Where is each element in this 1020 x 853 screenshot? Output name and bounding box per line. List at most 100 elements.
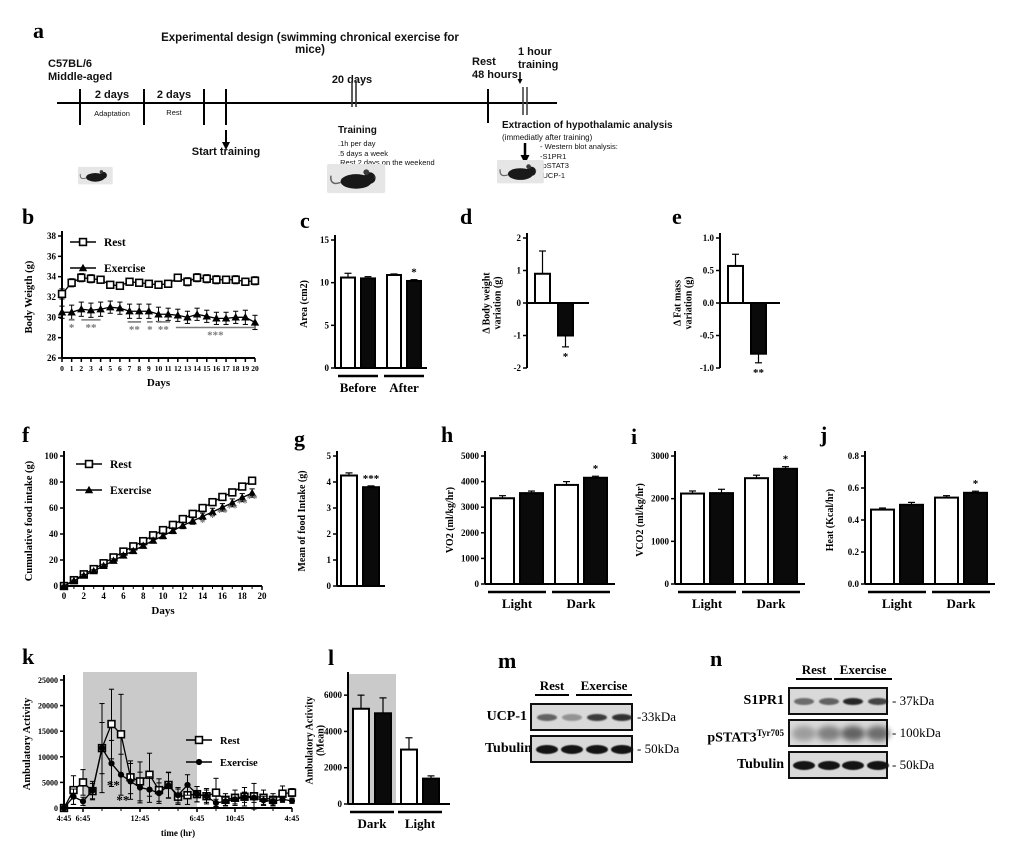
- blot-mw-label: - 50kDa: [637, 741, 680, 756]
- svg-text:1.0: 1.0: [703, 233, 715, 243]
- svg-text:1000: 1000: [461, 553, 480, 563]
- svg-text:Days: Days: [151, 605, 175, 617]
- rest-days-label: 2 days: [156, 89, 192, 101]
- svg-text:16: 16: [213, 364, 221, 373]
- svg-text:Light: Light: [502, 596, 533, 611]
- svg-text:Exercise: Exercise: [220, 758, 258, 769]
- svg-text:20: 20: [251, 364, 259, 373]
- blot-band: [843, 697, 863, 705]
- svg-text:Mean of food Intake (g): Mean of food Intake (g): [297, 470, 308, 571]
- svg-text:**: **: [227, 502, 239, 514]
- svg-text:1: 1: [70, 364, 74, 373]
- svg-text:**: **: [217, 507, 229, 519]
- svg-text:26: 26: [47, 353, 57, 363]
- svg-text:**: **: [116, 792, 129, 807]
- svg-text:time (hr): time (hr): [161, 828, 195, 838]
- svg-text:5000: 5000: [42, 778, 58, 787]
- svg-text:1000: 1000: [651, 536, 670, 546]
- blot-band: [868, 697, 888, 705]
- svg-text:13: 13: [184, 364, 192, 373]
- svg-text:Cumulative food intake (g): Cumulative food intake (g): [24, 460, 35, 581]
- extraction-title: Extraction of hypothalamic analysis: [502, 120, 673, 131]
- extraction-subtitle: (immediatly after training): [502, 133, 593, 142]
- blot-band: [536, 744, 558, 754]
- svg-text:0.5: 0.5: [703, 266, 715, 276]
- panel-label-d: d: [460, 204, 473, 229]
- svg-text:3000: 3000: [651, 451, 670, 461]
- svg-text:*: *: [200, 517, 206, 529]
- svg-text:0: 0: [517, 298, 522, 308]
- svg-text:0: 0: [338, 799, 343, 809]
- legend: Rest Exercise: [70, 237, 145, 275]
- one-hour-arrow: [517, 72, 523, 84]
- panel-label-i: i: [631, 424, 638, 449]
- svg-text:VCO2 (ml/kg/hr): VCO2 (ml/kg/hr): [635, 483, 646, 557]
- svg-text:Dark: Dark: [947, 596, 977, 611]
- adaptation-label: Adaptation: [94, 109, 130, 118]
- chart-ambulatory-activity: 0 5000 10000 15000 20000 25000 4:45 6:45 12:45 6:…: [22, 672, 299, 838]
- svg-text:Ambulatory Activity: Ambulatory Activity: [22, 697, 33, 790]
- svg-text:*: *: [147, 324, 153, 336]
- blot-lane-box: [530, 735, 633, 763]
- blot-band: [818, 760, 840, 770]
- chart-vo2: 0 1000 2000 3000 4000 5000 VO2 (ml/kg/hr) * Ligh…: [445, 451, 615, 611]
- svg-text:After: After: [389, 380, 419, 395]
- svg-text:2: 2: [517, 233, 522, 243]
- svg-text:10: 10: [320, 278, 330, 288]
- blot-band: [561, 744, 583, 754]
- blot-band: [562, 713, 582, 721]
- svg-text:10000: 10000: [38, 753, 58, 762]
- svg-text:0: 0: [54, 581, 59, 591]
- panel-label-j: j: [820, 422, 828, 447]
- panel-label-a: a: [33, 18, 44, 43]
- blot-band: [587, 713, 607, 721]
- svg-text:0.0: 0.0: [703, 298, 715, 308]
- svg-text:2: 2: [79, 364, 83, 373]
- blot-band: [612, 713, 632, 721]
- svg-text:14: 14: [198, 591, 208, 601]
- svg-text:20000: 20000: [38, 702, 58, 711]
- experiment-title: Experimental design (swimming chronical …: [161, 32, 459, 56]
- panel-label-b: b: [22, 204, 35, 229]
- svg-text:Light: Light: [405, 816, 436, 831]
- svg-text:6000: 6000: [324, 690, 343, 700]
- chart-mean-food-intake: 0 1 2 3 4 5 Mean of food Intake (g) ***: [297, 451, 385, 591]
- svg-text:2000: 2000: [651, 494, 670, 504]
- blot-group-header: Exercise: [576, 678, 632, 696]
- svg-text:11: 11: [165, 364, 172, 373]
- blot-band: [793, 760, 815, 770]
- panel-label-h: h: [441, 422, 454, 447]
- blot-lane-box: [788, 687, 888, 715]
- svg-text:0.6: 0.6: [848, 483, 860, 493]
- svg-text:*: *: [411, 267, 417, 279]
- svg-text:**: **: [129, 324, 141, 336]
- legend: Rest Exercise: [76, 459, 151, 497]
- svg-text:15000: 15000: [38, 727, 58, 736]
- svg-text:0: 0: [62, 591, 67, 601]
- svg-text:18: 18: [232, 364, 240, 373]
- svg-text:12:45: 12:45: [131, 814, 150, 823]
- svg-text:*: *: [593, 463, 599, 475]
- svg-text:15: 15: [320, 235, 330, 245]
- panel-label-k: k: [22, 644, 35, 669]
- svg-text:Δ Body weightvariation (g): Δ Body weightvariation (g): [482, 272, 504, 334]
- mouse-training-icon: [326, 163, 386, 194]
- svg-text:6: 6: [118, 364, 122, 373]
- svg-text:4: 4: [327, 477, 332, 487]
- svg-text:**: **: [85, 322, 97, 334]
- legend: Rest Exercise: [186, 735, 258, 769]
- blot-mw-label: - 50kDa: [892, 757, 935, 772]
- svg-text:Dark: Dark: [567, 596, 597, 611]
- series-exercise: [57, 300, 260, 331]
- svg-text:***: ***: [207, 330, 224, 342]
- svg-text:3: 3: [327, 503, 332, 513]
- svg-text:Rest: Rest: [104, 237, 126, 249]
- training-details: .1h per day .5 days a week .Rest 2 days …: [338, 139, 435, 167]
- svg-text:17: 17: [222, 364, 230, 373]
- svg-text:0: 0: [54, 804, 58, 813]
- svg-text:28: 28: [47, 333, 57, 343]
- svg-text:Rest: Rest: [110, 459, 132, 471]
- blot-mw-label: - 37kDa: [892, 693, 935, 708]
